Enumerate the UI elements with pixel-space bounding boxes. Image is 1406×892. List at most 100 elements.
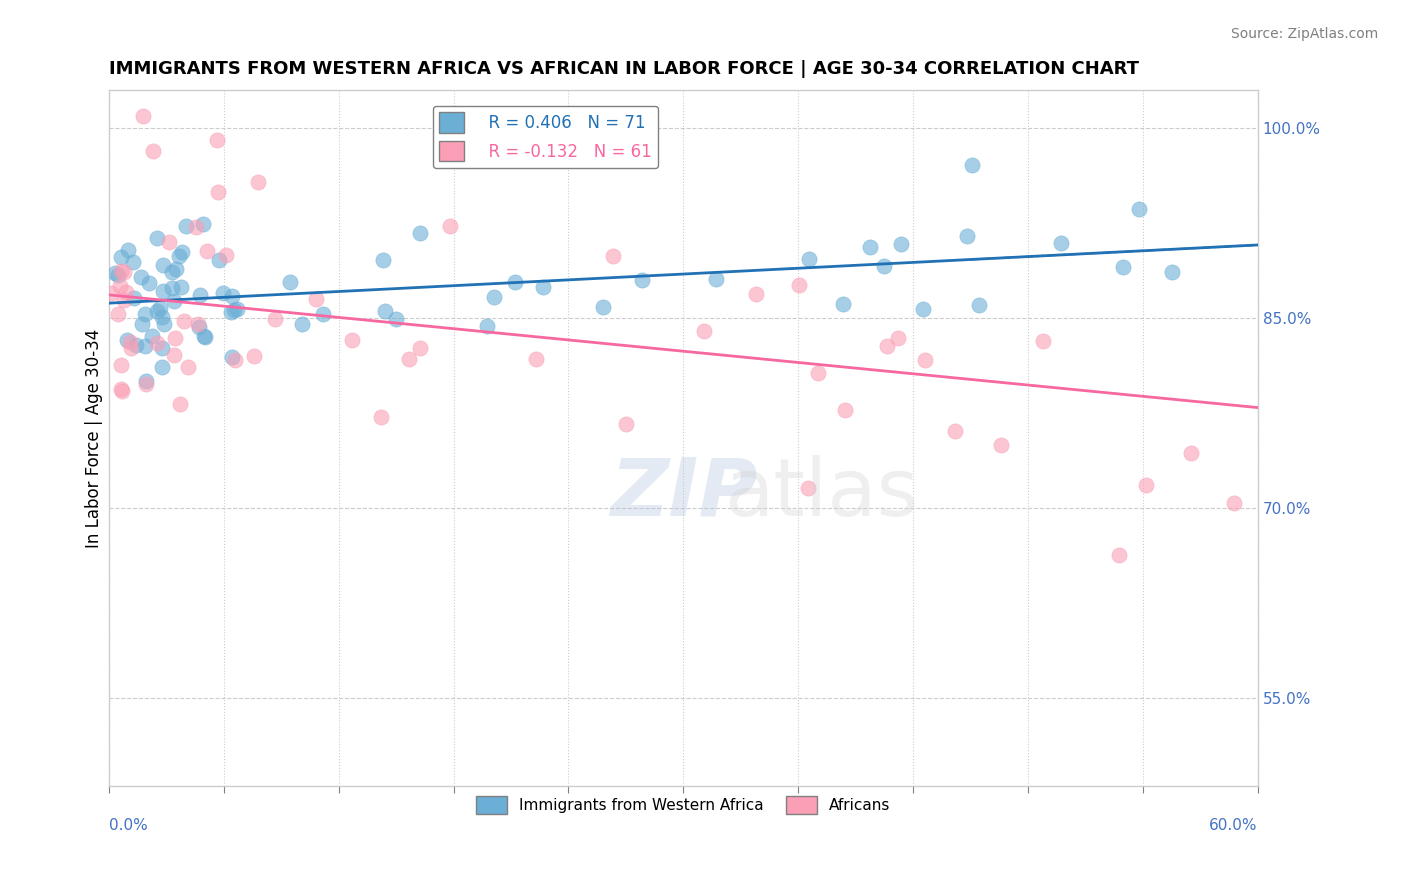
Point <box>278 275 301 289</box>
Point <box>1223 496 1246 510</box>
Point <box>475 319 498 334</box>
Point <box>107 268 129 283</box>
Point <box>122 255 145 269</box>
Point <box>264 312 287 326</box>
Point <box>174 219 197 234</box>
Point <box>195 244 218 258</box>
Point <box>224 352 246 367</box>
Point <box>141 329 163 343</box>
Point <box>186 219 208 234</box>
Point <box>797 252 820 267</box>
Y-axis label: In Labor Force | Age 30-34: In Labor Force | Age 30-34 <box>86 328 103 548</box>
Point <box>1032 334 1054 348</box>
Point <box>1112 260 1135 275</box>
Point <box>117 333 139 347</box>
Point <box>693 324 716 338</box>
Point <box>135 374 157 388</box>
Point <box>221 289 243 303</box>
Point <box>100 286 122 301</box>
Point <box>745 286 768 301</box>
Text: ZIP: ZIP <box>610 455 756 533</box>
Text: 0.0%: 0.0% <box>108 818 148 833</box>
Point <box>602 249 624 263</box>
Point <box>787 277 810 292</box>
Point <box>887 330 910 344</box>
Point <box>398 352 420 367</box>
Point <box>370 409 392 424</box>
Point <box>131 317 153 331</box>
Point <box>110 382 132 396</box>
Point <box>163 293 186 308</box>
Point <box>110 263 132 277</box>
Point <box>112 265 135 279</box>
Point <box>374 304 396 318</box>
Point <box>524 352 547 367</box>
Point <box>207 186 229 200</box>
Point <box>531 279 554 293</box>
Point <box>145 231 167 245</box>
Point <box>169 397 191 411</box>
Point <box>149 301 172 315</box>
Point <box>290 317 312 331</box>
Point <box>408 341 430 355</box>
Point <box>215 248 238 262</box>
Point <box>110 358 132 372</box>
Point <box>188 287 211 301</box>
Point <box>384 312 406 326</box>
Point <box>914 352 936 367</box>
Point <box>135 377 157 392</box>
Point <box>305 292 328 306</box>
Point <box>187 318 209 332</box>
Point <box>219 305 242 319</box>
Point <box>960 158 983 172</box>
Point <box>167 249 190 263</box>
Point <box>191 217 214 231</box>
Point <box>1161 265 1184 279</box>
Point <box>108 279 131 293</box>
Point <box>150 359 173 374</box>
Point <box>205 133 228 147</box>
Legend: Immigrants from Western Africa, Africans: Immigrants from Western Africa, Africans <box>470 789 897 821</box>
Point <box>890 237 912 252</box>
Point <box>1312 369 1334 384</box>
Point <box>807 366 830 380</box>
Point <box>153 317 176 331</box>
Point <box>160 265 183 279</box>
Point <box>222 302 245 317</box>
Point <box>859 240 882 254</box>
Point <box>134 307 156 321</box>
Point <box>165 262 187 277</box>
Point <box>1108 549 1130 563</box>
Point <box>943 424 966 438</box>
Point <box>630 273 652 287</box>
Point <box>134 339 156 353</box>
Text: atlas: atlas <box>724 455 918 533</box>
Point <box>150 341 173 355</box>
Text: 60.0%: 60.0% <box>1209 818 1258 833</box>
Point <box>221 351 243 365</box>
Point <box>146 336 169 351</box>
Point <box>832 296 855 310</box>
Point <box>873 259 896 273</box>
Point <box>312 308 335 322</box>
Point <box>107 307 129 321</box>
Point <box>704 271 727 285</box>
Point <box>834 403 856 417</box>
Point <box>152 258 174 272</box>
Text: Source: ZipAtlas.com: Source: ZipAtlas.com <box>1230 27 1378 41</box>
Point <box>194 330 217 344</box>
Point <box>1277 445 1299 459</box>
Point <box>120 341 142 355</box>
Point <box>129 269 152 284</box>
Point <box>1180 445 1202 459</box>
Point <box>373 252 395 267</box>
Point <box>170 244 193 259</box>
Point <box>193 328 215 343</box>
Point <box>226 301 249 316</box>
Point <box>142 145 165 159</box>
Point <box>111 384 134 399</box>
Point <box>212 285 235 300</box>
Point <box>482 290 505 304</box>
Point <box>242 349 264 363</box>
Point <box>104 266 127 280</box>
